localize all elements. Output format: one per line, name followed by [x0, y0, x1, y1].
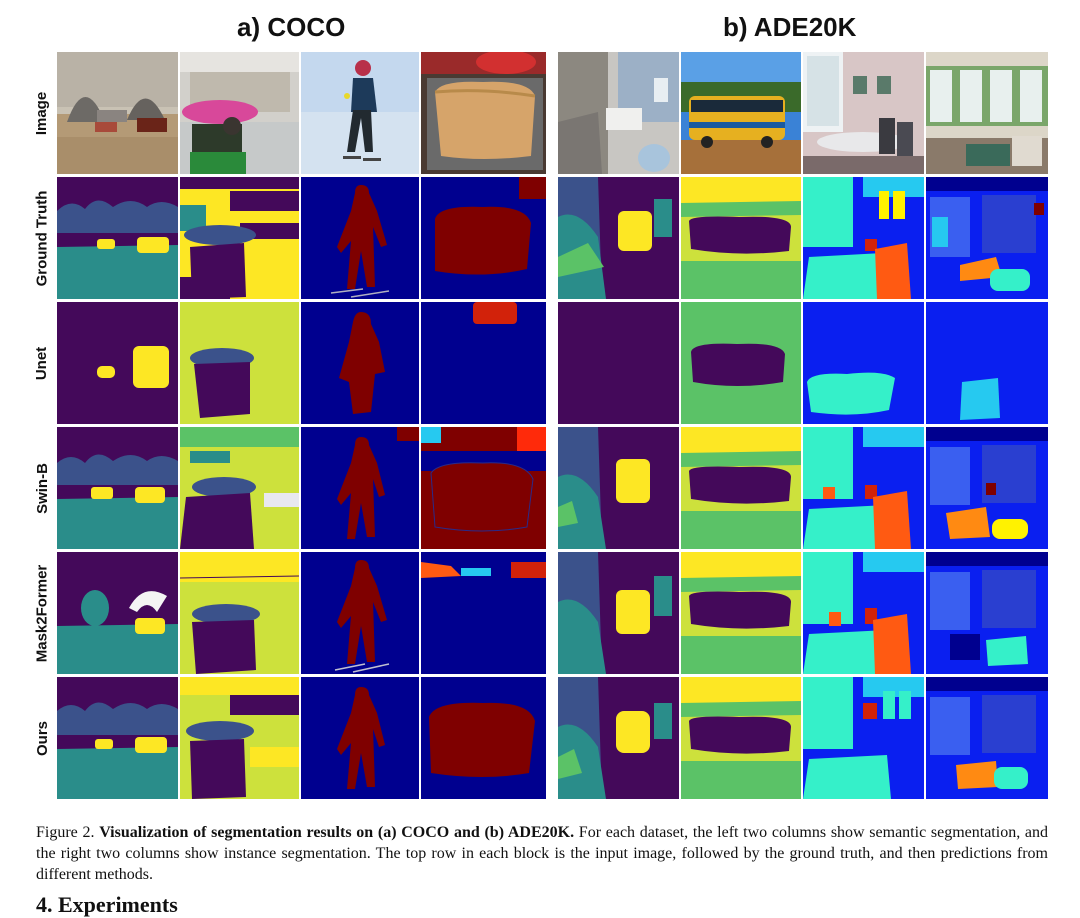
row-label-mask2former: Mask2Former — [33, 564, 51, 662]
swin-coco-houses — [57, 427, 178, 549]
ours-ade-bathroom — [558, 677, 679, 799]
swin-ade-dining — [803, 427, 924, 549]
swin-coco-skier — [301, 427, 419, 549]
figure-caption: Figure 2. Visualization of segmentation … — [36, 822, 1048, 885]
unet-coco-houses — [57, 302, 178, 424]
gt-ade-dining — [803, 177, 924, 299]
ours-coco-skier — [301, 677, 419, 799]
row-label-ours: Ours — [33, 720, 51, 756]
image-coco-umbrella — [180, 52, 299, 174]
unet-ade-dining — [803, 302, 924, 424]
unet-ade-bus — [681, 302, 801, 424]
m2f-coco-cake — [421, 552, 546, 674]
gt-coco-houses — [57, 177, 178, 299]
m2f-coco-houses — [57, 552, 178, 674]
ours-ade-bus — [681, 677, 801, 799]
m2f-coco-umbrella — [180, 552, 299, 674]
m2f-ade-living — [926, 552, 1048, 674]
unet-ade-living — [926, 302, 1048, 424]
gt-ade-living — [926, 177, 1048, 299]
ours-ade-dining — [803, 677, 924, 799]
unet-coco-skier — [301, 302, 419, 424]
m2f-ade-bathroom — [558, 552, 679, 674]
image-coco-skier — [301, 52, 419, 174]
image-coco-cake — [421, 52, 546, 174]
row-label-swin-b: Swin-B — [33, 462, 51, 514]
unet-ade-bathroom — [558, 302, 679, 424]
gt-ade-bus — [681, 177, 801, 299]
gt-ade-bathroom — [558, 177, 679, 299]
section-heading: 4. Experiments — [36, 892, 178, 917]
image-ade-bathroom — [558, 52, 679, 174]
caption-prefix: Figure 2. — [36, 824, 95, 841]
swin-ade-bathroom — [558, 427, 679, 549]
gt-coco-skier — [301, 177, 419, 299]
unet-coco-cake — [421, 302, 546, 424]
swin-ade-living — [926, 427, 1048, 549]
gt-coco-umbrella — [180, 177, 299, 299]
ours-coco-cake — [421, 677, 546, 799]
image-ade-dining — [803, 52, 924, 174]
m2f-ade-dining — [803, 552, 924, 674]
m2f-ade-bus — [681, 552, 801, 674]
caption-rest: For each dataset, the left two columns s… — [36, 824, 1049, 883]
swin-coco-umbrella — [180, 427, 299, 549]
image-ade-living — [926, 52, 1048, 174]
swin-coco-cake — [421, 427, 546, 549]
unet-coco-umbrella — [180, 302, 299, 424]
panel-b-title: b) ADE20K — [723, 12, 857, 42]
swin-ade-bus — [681, 427, 801, 549]
panel-a-title: a) COCO — [237, 12, 346, 42]
row-label-ground-truth: Ground Truth — [33, 190, 51, 286]
m2f-coco-skier — [301, 552, 419, 674]
row-label-image: Image — [33, 91, 51, 135]
ours-coco-houses — [57, 677, 178, 799]
row-label-unet: Unet — [33, 346, 51, 380]
gt-coco-cake — [421, 177, 546, 299]
image-ade-bus — [681, 52, 801, 174]
caption-bold: Visualization of segmentation results on… — [99, 824, 575, 841]
ours-ade-living — [926, 677, 1048, 799]
image-coco-houses — [57, 52, 178, 174]
ours-coco-umbrella — [180, 677, 299, 799]
